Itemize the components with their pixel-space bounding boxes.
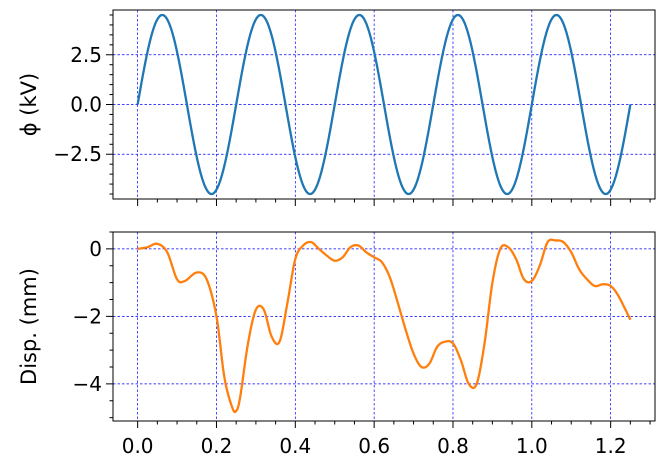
y-axis-label-potential: ϕ (kV): [17, 73, 41, 136]
y-axis-label-displacement: Disp. (mm): [17, 268, 41, 385]
y-tick-label: −2.5: [53, 142, 102, 166]
displacement-panel: −4 −2 0 0.0 0.2 0.4 0.6 0.8 1.0 1.2 Disp. (mm): [17, 231, 656, 458]
x-tick-label: 0.8: [437, 434, 469, 458]
y-tick-label: 0.0: [70, 93, 102, 117]
x-tick-label: 0.2: [201, 434, 233, 458]
x-tick-label: 0.6: [358, 434, 390, 458]
x-tick-label: 0.0: [122, 434, 154, 458]
y-tick-label: −4: [73, 372, 102, 396]
potential-panel: −2.5 0.0 2.5 ϕ (kV): [17, 9, 656, 206]
x-tick-label: 1.2: [595, 434, 627, 458]
potential-series-line: [136, 13, 632, 196]
x-tick-label: 1.0: [516, 434, 548, 458]
axes-frame: [112, 231, 656, 422]
x-tick-label: 0.4: [279, 434, 311, 458]
y-tick-label: 0: [89, 237, 102, 261]
displacement-series-line: [136, 238, 632, 414]
y-tick-label: 2.5: [70, 43, 102, 67]
y-tick-label: −2: [73, 304, 102, 328]
